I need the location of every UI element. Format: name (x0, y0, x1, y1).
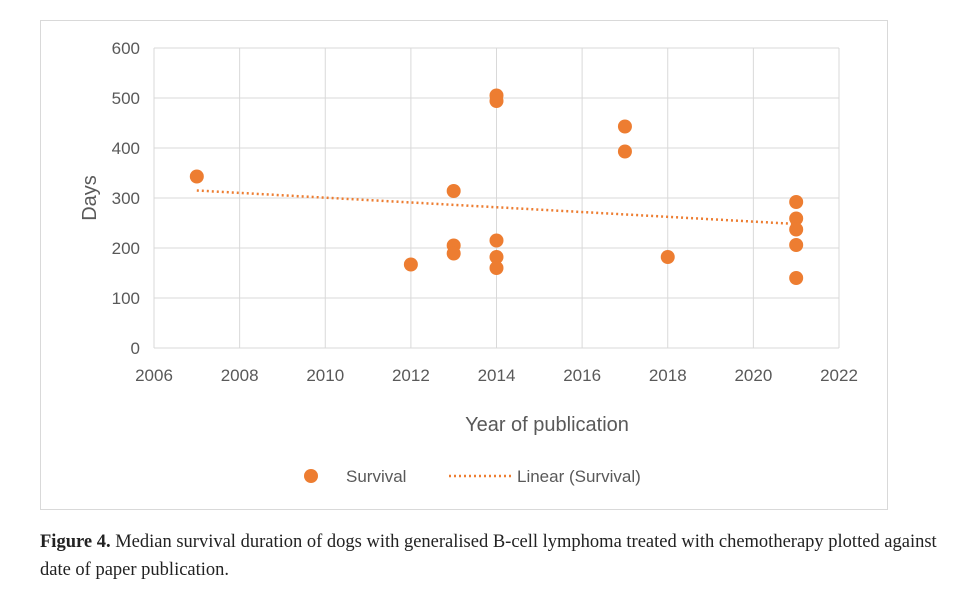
x-tick-label: 2008 (221, 366, 259, 385)
x-axis-title: Year of publication (465, 414, 629, 436)
y-axis-ticks: 0 100 200 300 400 500 600 (112, 39, 140, 358)
y-tick-label: 600 (112, 39, 140, 58)
data-point (617, 144, 632, 159)
x-tick-label: 2012 (392, 366, 430, 385)
y-tick-label: 100 (112, 289, 140, 308)
y-axis-title: Days (79, 175, 101, 221)
data-points (189, 88, 804, 285)
data-point (489, 233, 504, 248)
figure-caption-text: Median survival duration of dogs with ge… (40, 532, 937, 580)
legend: Survival Linear (Survival) (304, 467, 641, 486)
y-tick-label: 200 (112, 239, 140, 258)
x-tick-label: 2022 (820, 366, 858, 385)
data-point (189, 169, 204, 184)
data-point (403, 257, 418, 272)
x-tick-label: 2014 (478, 366, 516, 385)
data-point (789, 211, 804, 226)
x-tick-label: 2010 (306, 366, 344, 385)
figure-label: Figure 4. (40, 532, 111, 552)
data-point (789, 238, 804, 252)
y-tick-label: 500 (112, 89, 140, 108)
data-point (489, 250, 504, 264)
scatter-chart: 0 100 200 300 400 500 600 2006 2008 2010 2012 2014… (79, 39, 858, 486)
trendline (196, 189, 797, 226)
trendline-group (196, 189, 797, 226)
data-point (489, 94, 504, 108)
legend-marker-survival (304, 469, 318, 483)
y-tick-label: 400 (112, 139, 140, 158)
data-point (789, 222, 804, 237)
legend-label-survival: Survival (346, 467, 406, 486)
y-tick-label: 300 (112, 189, 140, 208)
data-point (446, 246, 461, 261)
figure-caption: Figure 4. Median survival duration of do… (40, 528, 940, 584)
data-point (617, 119, 632, 134)
x-tick-label: 2006 (135, 366, 173, 385)
x-tick-label: 2016 (563, 366, 601, 385)
x-axis-ticks: 2006 2008 2010 2012 2014 2016 2018 2020 2022 (135, 366, 858, 385)
y-tick-label: 0 (131, 339, 140, 358)
data-point (660, 250, 675, 264)
legend-label-trendline: Linear (Survival) (517, 467, 641, 486)
data-point (489, 261, 504, 275)
data-point (446, 184, 461, 198)
data-point (789, 271, 804, 285)
data-point (789, 195, 804, 209)
x-tick-label: 2020 (734, 366, 772, 385)
chart-frame: 0 100 200 300 400 500 600 2006 2008 2010 2012 2014… (40, 20, 888, 510)
x-tick-label: 2018 (649, 366, 687, 385)
